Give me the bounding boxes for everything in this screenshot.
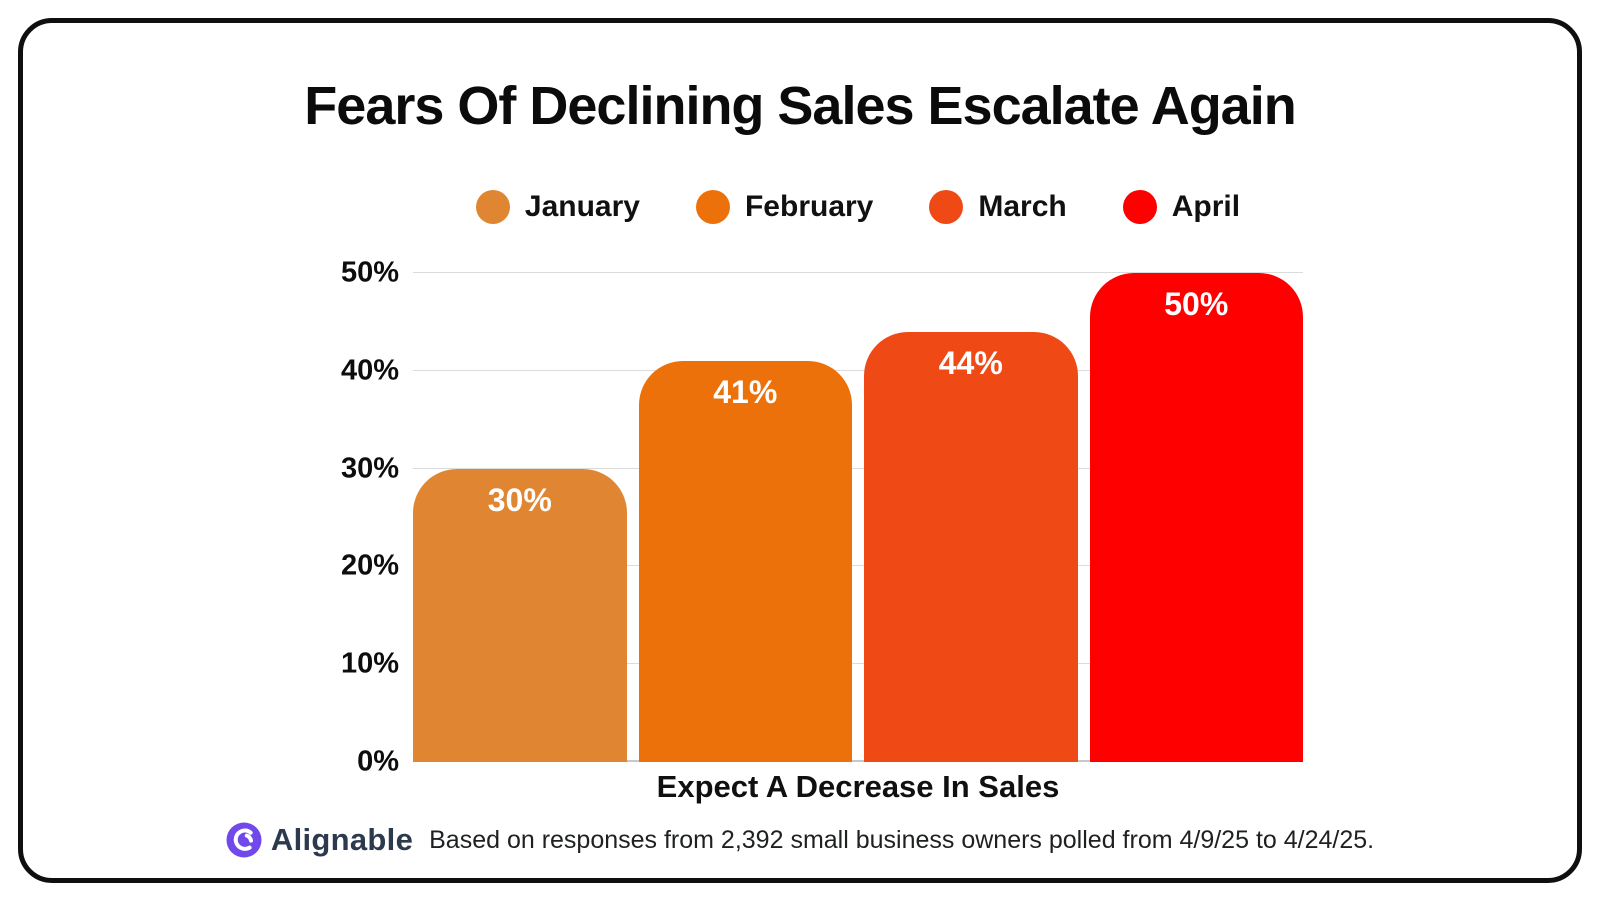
gridline: [413, 369, 1303, 371]
bar-february: 41%: [638, 361, 852, 762]
y-tick-label-50: 50%: [340, 256, 399, 289]
brand: Alignable: [226, 822, 413, 858]
chart-card: Fears Of Declining Sales Escalate Again …: [18, 18, 1582, 883]
bar-value-label: 50%: [1164, 286, 1229, 322]
y-tick-label-20: 20%: [340, 549, 399, 582]
legend-dot-icon: [1122, 190, 1157, 224]
y-tick-label-30: 30%: [340, 452, 399, 485]
legend-item-january: January: [475, 190, 640, 224]
legend-label: January: [524, 190, 640, 223]
y-tick-label-0: 0%: [357, 745, 399, 778]
legend-dot-icon: [475, 190, 510, 224]
y-tick-label-10: 10%: [340, 647, 399, 680]
x-axis-baseline: [413, 760, 1303, 762]
legend-item-february: February: [695, 190, 874, 224]
gridline: [413, 565, 1303, 567]
legend-label: February: [744, 190, 874, 223]
legend-label: March: [978, 190, 1067, 223]
bar-chart-plot-area: 30% 41% 44% 50%: [413, 272, 1303, 762]
chart-title: Fears Of Declining Sales Escalate Again: [304, 76, 1296, 136]
alignable-logo-icon: [226, 822, 262, 858]
footer: Alignable Based on responses from 2,392 …: [23, 822, 1577, 858]
legend-dot-icon: [695, 190, 730, 224]
bar-april: 50%: [1089, 273, 1303, 762]
legend: January February March April: [413, 190, 1303, 224]
brand-wordmark: Alignable: [270, 822, 414, 857]
bar-value-label: 30%: [487, 481, 552, 518]
gridline: [413, 467, 1303, 469]
legend-dot-icon: [929, 190, 964, 224]
footer-source-text: Based on responses from 2,392 small busi…: [429, 825, 1375, 854]
gridline: [413, 272, 1303, 273]
bar-march: 44%: [864, 331, 1078, 762]
y-tick-label-40: 40%: [340, 354, 399, 387]
legend-item-april: April: [1122, 190, 1241, 224]
bar-january: 30%: [413, 468, 627, 762]
bar-group: 30% 41% 44% 50%: [413, 273, 1303, 762]
legend-label: April: [1171, 190, 1241, 223]
bar-value-label: 41%: [713, 374, 778, 411]
x-axis-label: Expect A Decrease In Sales: [656, 769, 1060, 804]
bar-value-label: 44%: [938, 344, 1003, 381]
y-axis-tick-labels: 0% 10% 20% 30% 40% 50%: [23, 258, 399, 776]
gridline: [413, 663, 1303, 665]
legend-item-march: March: [929, 190, 1067, 224]
